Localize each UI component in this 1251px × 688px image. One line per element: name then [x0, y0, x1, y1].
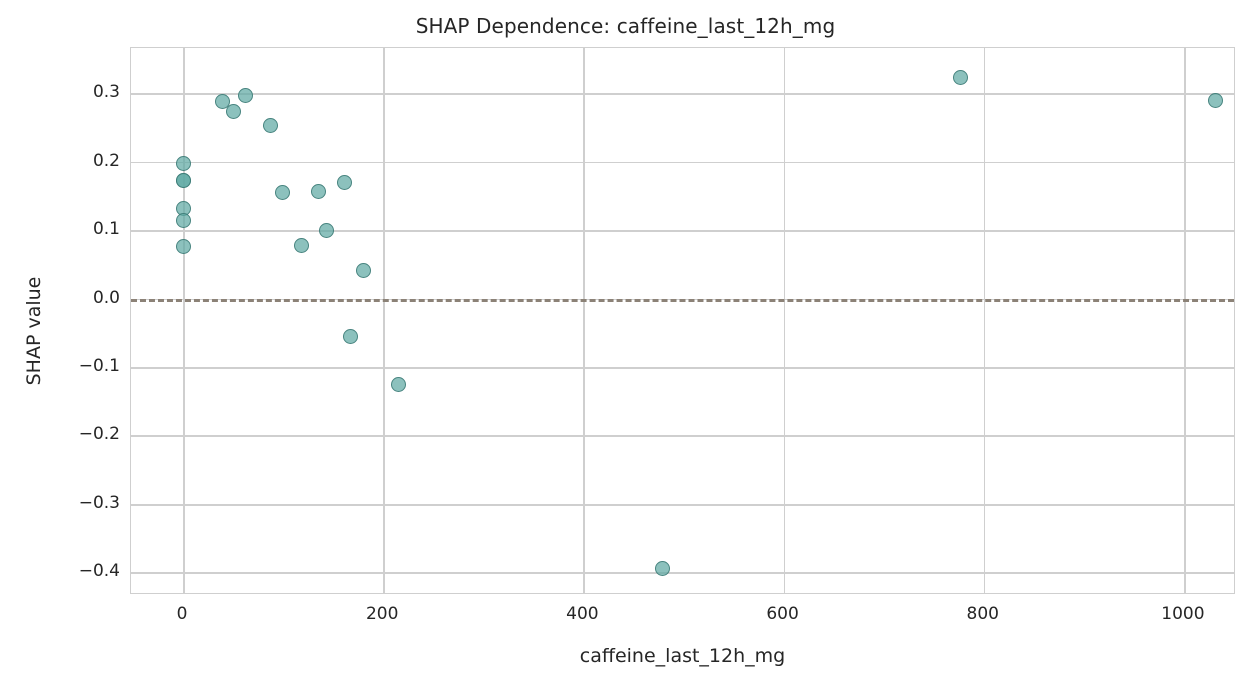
y-axis-label: SHAP value: [23, 276, 45, 386]
scatter-point: [336, 175, 352, 191]
scatter-point: [175, 172, 191, 188]
scatter-point: [318, 223, 334, 239]
scatter-point: [355, 262, 371, 278]
gridline-horizontal: [131, 230, 1234, 232]
x-tick-label: 0: [176, 604, 188, 624]
gridline-vertical: [1183, 48, 1186, 593]
gridline-horizontal: [131, 367, 1234, 369]
x-tick-label: 600: [766, 604, 799, 624]
x-axis-label: caffeine_last_12h_mg: [579, 645, 786, 667]
x-axis-tick-labels: 0 200 400 600 800 1000: [130, 604, 1235, 634]
scatter-point: [214, 93, 230, 109]
gridline-horizontal: [131, 93, 1234, 95]
gridline-horizontal: [131, 435, 1234, 438]
scatter-point: [274, 184, 290, 200]
x-tick-label: 1000: [1161, 604, 1205, 624]
gridline-vertical: [183, 48, 185, 593]
x-tick-label: 200: [365, 604, 399, 624]
gridline-vertical: [983, 48, 986, 593]
zero-reference-line: [131, 298, 1234, 302]
y-tick-label: 0.1: [92, 219, 120, 240]
scatter-point: [175, 155, 191, 171]
x-tick-label: 800: [966, 604, 999, 624]
gridline-vertical: [783, 48, 786, 593]
gridline-vertical: [383, 48, 385, 593]
gridline-horizontal: [131, 503, 1234, 506]
y-tick-label: 0.2: [92, 150, 120, 171]
scatter-point: [237, 87, 253, 103]
plot-area: [130, 47, 1235, 594]
y-tick-label: 0.3: [92, 82, 120, 103]
gridline-horizontal: [131, 161, 1234, 164]
gridline-horizontal: [131, 572, 1234, 574]
y-tick-label: −0.1: [78, 356, 120, 377]
scatter-point: [390, 376, 406, 392]
zero-reference-layer: [131, 48, 1234, 593]
y-tick-label: 0.0: [92, 287, 120, 308]
y-tick-label: −0.2: [78, 424, 120, 445]
scatter-point: [262, 117, 278, 133]
scatter-point: [175, 213, 191, 229]
scatter-point: [1208, 92, 1224, 108]
y-tick-label: −0.3: [78, 492, 120, 513]
scatter-point: [310, 183, 326, 199]
scatter-point: [175, 239, 191, 255]
scatter-point: [293, 237, 309, 253]
scatter-point: [953, 69, 969, 85]
y-tick-label: −0.4: [78, 561, 120, 582]
scatter-point: [225, 104, 241, 120]
scatter-points-layer: [131, 48, 1234, 593]
gridline-vertical: [583, 48, 585, 593]
scatter-point: [654, 560, 670, 576]
x-tick-label: 400: [566, 604, 599, 624]
y-axis-tick-labels: 0.3 0.2 0.1 0.0 −0.1 −0.2 −0.3 −0.4: [8, 47, 120, 594]
chart-title: SHAP Dependence: caffeine_last_12h_mg: [415, 14, 836, 38]
scatter-point: [342, 329, 358, 345]
